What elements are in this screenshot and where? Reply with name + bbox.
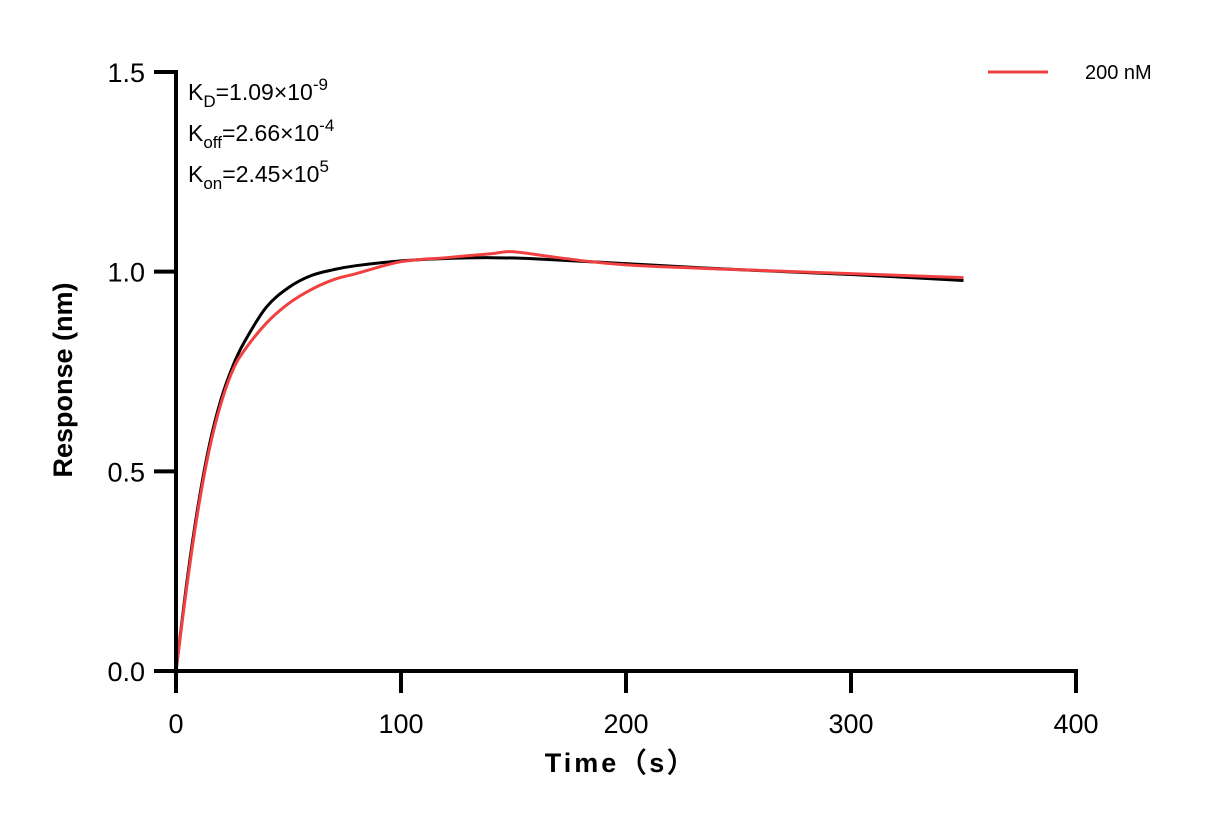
curves	[174, 250, 964, 672]
annotation-koff: Koff=2.66×10-4	[188, 116, 334, 152]
x-tick-label: 300	[828, 709, 873, 739]
legend: 200 nM	[988, 62, 1152, 84]
x-axis-title: Time（s）	[545, 748, 698, 778]
y-tick-label: 1.0	[107, 258, 145, 288]
legend-label-200nm: 200 nM	[1085, 62, 1152, 84]
y-tick-label: 0.0	[107, 657, 145, 687]
annotation-kon: Kon=2.45×105	[188, 157, 329, 193]
kinetic-annotations: KD=1.09×10-9 Koff=2.66×10-4 Kon=2.45×105	[188, 75, 334, 193]
x-tick-label: 400	[1053, 709, 1098, 739]
x-tick-label: 0	[168, 709, 183, 739]
annotation-kd: KD=1.09×10-9	[188, 75, 328, 111]
x-tick-label: 100	[378, 709, 423, 739]
series-200nm-line	[174, 250, 964, 672]
y-axis-title: Response (nm)	[48, 282, 78, 477]
y-tick-label: 0.5	[107, 457, 145, 487]
fit-curve-line	[174, 256, 964, 672]
x-tick-label: 200	[603, 709, 648, 739]
y-tick-label: 1.5	[107, 58, 145, 88]
ticks: 0 100 200 300 400 0.0 0.5 1.0 1.5	[107, 58, 1098, 739]
